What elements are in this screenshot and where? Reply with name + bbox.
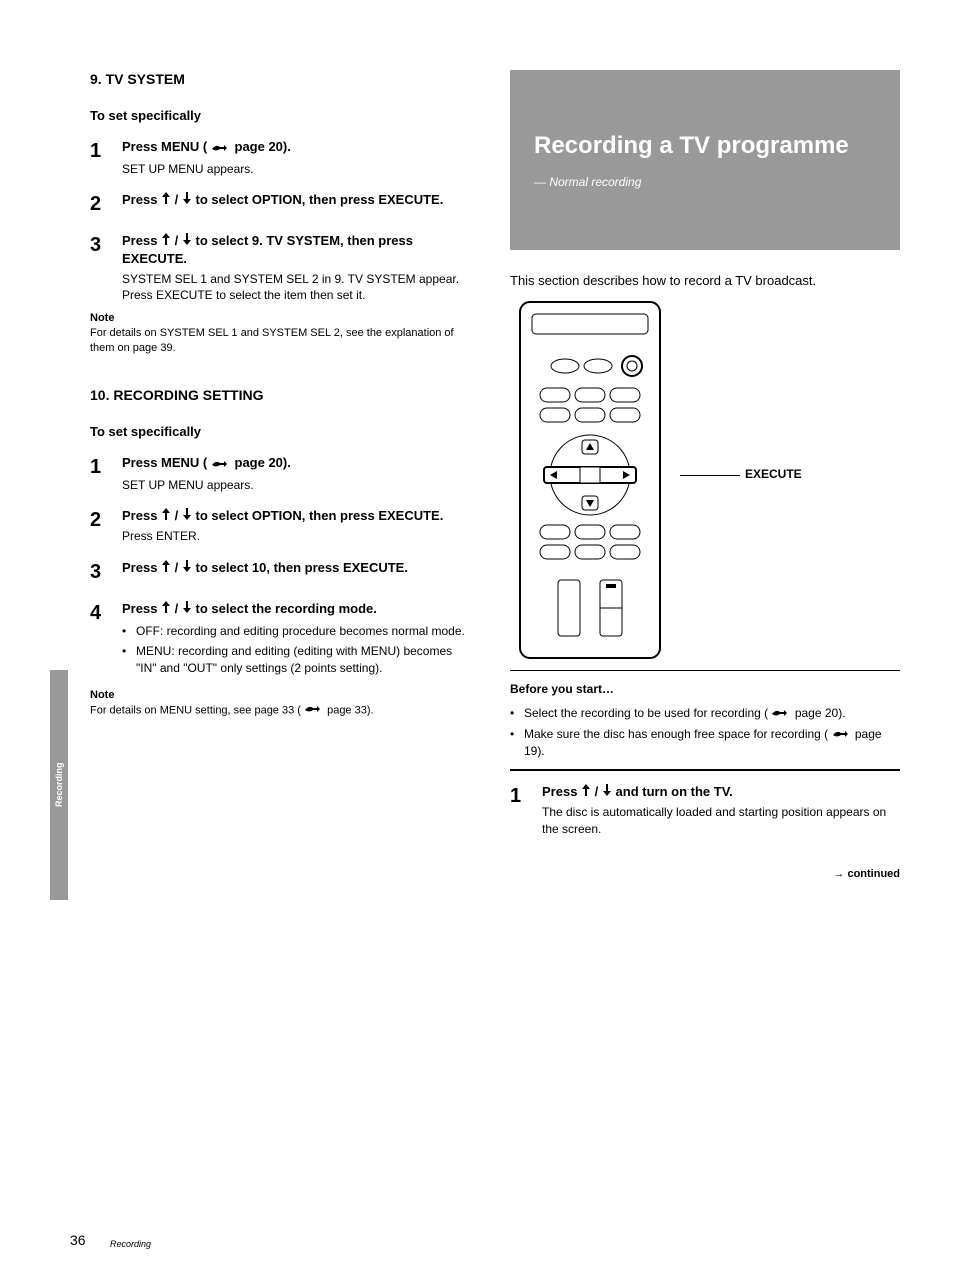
arrow-down-icon [178,508,195,523]
step-number: 1 [90,138,122,177]
continued-indicator: → continued [510,867,900,882]
intro-text: This section describes how to record a T… [510,272,900,290]
section-9-subhead: To set specifically [90,107,470,125]
section-subtitle: — Normal recording [534,174,876,190]
hint-icon [304,703,320,718]
step-number: 1 [90,454,122,493]
section-10-subhead: To set specifically [90,423,470,441]
before-item: • Make sure the disc has enough free spa… [510,726,900,759]
step-10-3: 3 Press / to select 10, then press EXECU… [90,559,470,586]
step-text: Press [122,192,161,207]
footer-section-title: Recording [110,1238,151,1250]
before-text: Make sure the disc has enough free space… [524,727,828,741]
note-text: For details on SYSTEM SEL 1 and SYSTEM S… [90,326,470,356]
before-label: Before you start… [510,681,900,697]
step-number: 2 [90,507,122,545]
step-9-3: 3 Press / to select 9. TV SYSTEM, then p… [90,232,470,303]
step-10-1: 1 Press MENU ( page 20). SET UP MENU app… [90,454,470,493]
step-text: to select the recording mode. [196,601,377,616]
step-number: 4 [90,600,122,680]
arrow-up-icon [581,784,595,799]
before-text: page 20). [795,706,846,720]
note-block: Note For details on MENU setting, see pa… [90,688,470,718]
step-text: Press [122,601,161,616]
remote-diagram: EXECUTE [510,300,900,660]
note-block: Note For details on SYSTEM SEL 1 and SYS… [90,311,470,356]
arrow-up-icon [161,560,175,575]
step-subtext: SYSTEM SEL 1 and SYSTEM SEL 2 in 9. TV S… [122,271,470,303]
step-text: Press [542,784,581,799]
hint-icon [211,455,227,473]
arrow-up-icon [161,508,175,523]
section-9-title: 9. TV SYSTEM [90,70,470,89]
step-10-4: 4 Press / to select the recording mode. … [90,600,470,680]
hint-icon [771,705,787,721]
bullet-text: OFF: recording and editing procedure bec… [136,623,465,639]
step-text: Press [122,508,161,523]
arrow-up-icon [161,192,175,207]
step-subtext: The disc is automatically loaded and sta… [542,804,900,836]
remote-icon [510,300,670,660]
step-text: to select OPTION, then press EXECUTE. [196,508,444,523]
step-subtext: SET UP MENU appears. [122,161,470,177]
arrow-down-icon [598,784,615,799]
step-text: and turn on the TV. [616,784,733,799]
before-item: • Select the recording to be used for re… [510,705,900,722]
step-text: Press [122,560,161,575]
hint-icon [832,726,848,742]
step-9-2: 2 Press / to select OPTION, then press E… [90,191,470,218]
bullet-item: •MENU: recording and editing (editing wi… [122,643,470,675]
step-subtext: Press ENTER. [122,528,470,544]
step-text: Press [122,233,161,248]
before-text: Select the recording to be used for reco… [524,706,768,720]
arrow-down-icon [178,560,195,575]
step-text: page 20). [235,139,291,154]
arrow-down-icon [178,233,195,248]
step-text: Press MENU ( [122,455,207,470]
note-label: Note [90,688,470,703]
divider [510,769,900,771]
callout-label: EXECUTE [745,466,802,482]
arrow-down-icon [178,192,195,207]
right-step-1: 1 Press / and turn on the TV. The disc i… [510,783,900,837]
arrow-down-icon [178,601,195,616]
hint-icon [211,139,227,157]
step-text: page 20). [235,455,291,470]
step-number: 3 [90,232,122,303]
divider [510,670,900,671]
page-number: 36 [70,1231,86,1250]
side-tab-label: Recording [50,670,68,900]
step-text: to select OPTION, then press EXECUTE. [196,192,444,207]
bullet-item: •OFF: recording and editing procedure be… [122,623,470,639]
arrow-up-icon [161,233,175,248]
note-text: page 33). [327,704,373,716]
step-text: Press MENU ( [122,139,207,154]
note-label: Note [90,311,470,326]
left-column: 9. TV SYSTEM To set specifically 1 Press… [90,70,470,718]
section-title: Recording a TV programme [534,130,876,161]
step-text: to select 10, then press EXECUTE. [196,560,408,575]
note-text: For details on MENU setting, see page 33… [90,704,301,716]
callout-line [680,475,740,476]
step-number: 1 [510,783,542,837]
before-you-start: Before you start… • Select the recording… [510,681,900,759]
bullet-text: MENU: recording and editing (editing wit… [136,643,470,675]
section-title-box: Recording a TV programme — Normal record… [510,70,900,250]
section-10-title: 10. RECORDING SETTING [90,386,470,405]
right-column: Recording a TV programme — Normal record… [510,70,900,882]
step-number: 3 [90,559,122,586]
step-10-2: 2 Press / to select OPTION, then press E… [90,507,470,545]
step-number: 2 [90,191,122,218]
step-9-1: 1 Press MENU ( page 20). SET UP MENU app… [90,138,470,177]
arrow-up-icon [161,601,175,616]
step-subtext: SET UP MENU appears. [122,477,470,493]
